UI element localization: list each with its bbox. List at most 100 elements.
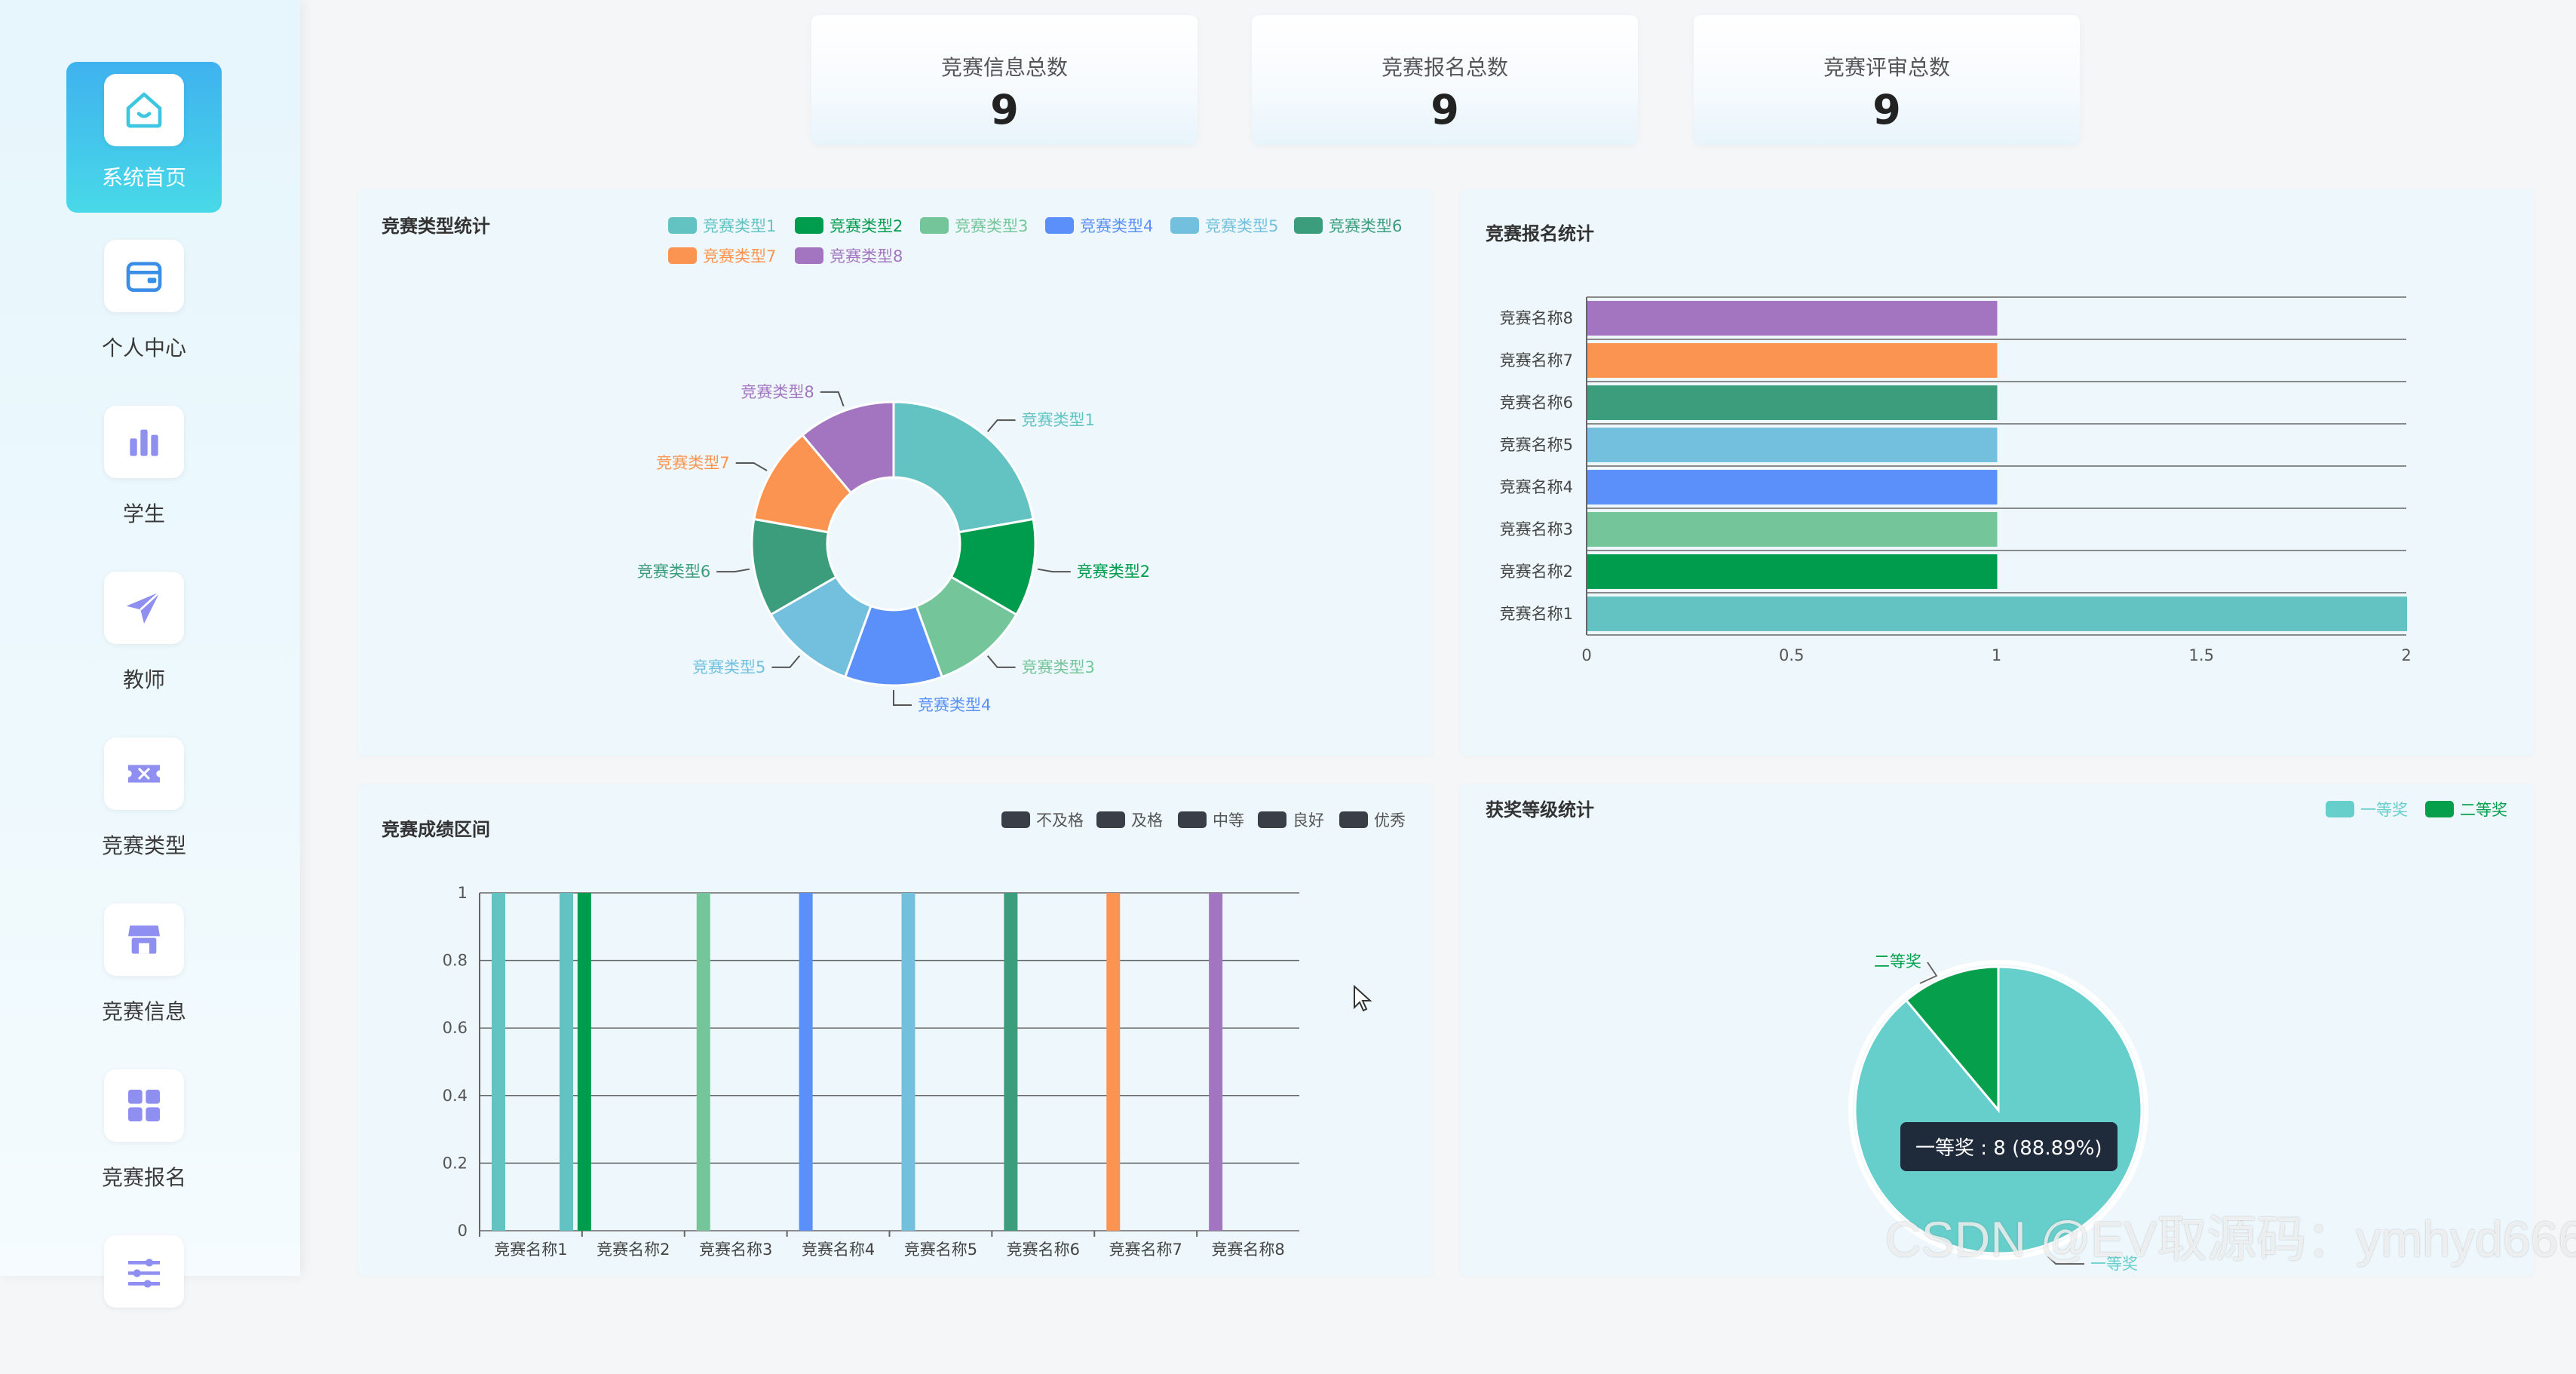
y-tick-label: 1 bbox=[458, 884, 468, 902]
pie-label-line bbox=[735, 462, 768, 471]
legend-item-4[interactable]: 竞赛类型4 bbox=[1045, 214, 1153, 237]
pie-slice-label: 竞赛类型5 bbox=[692, 658, 765, 676]
y-tick-label: 0.8 bbox=[443, 952, 468, 970]
stat-card-contest-signup-total: 竞赛报名总数 9 bbox=[1252, 15, 1638, 145]
bar-1-1[interactable] bbox=[492, 893, 505, 1231]
legend-swatch bbox=[795, 247, 823, 264]
pie-slice-label: 竞赛类型6 bbox=[637, 563, 710, 581]
nav-label-home: 系统首页 bbox=[101, 165, 186, 190]
panel-contest-signup-stats: 竞赛报名统计 0 0.5 1 1.5 2 竞赛名称1 竞赛名称2 竞赛名称3 竞赛名称4 竞赛名称… bbox=[1460, 189, 2534, 756]
bar-8-1[interactable] bbox=[1209, 893, 1223, 1231]
bar-4-1[interactable] bbox=[799, 893, 813, 1231]
nav-label-student: 学生 bbox=[122, 501, 165, 526]
x-tick-label: 竞赛名称3 bbox=[699, 1241, 772, 1259]
nav-item-personal-center[interactable]: 个人中心 bbox=[66, 228, 222, 379]
legend-item-2[interactable]: 竞赛类型2 bbox=[795, 214, 903, 237]
pie-label-line bbox=[771, 655, 801, 668]
bar-7-1[interactable] bbox=[1106, 893, 1121, 1231]
stat-title: 竞赛报名总数 bbox=[1381, 55, 1508, 80]
legend-item-second-prize[interactable]: 二等奖 bbox=[2425, 798, 2507, 820]
bar-3-1[interactable] bbox=[696, 893, 710, 1231]
pie-slice-label: 竞赛类型7 bbox=[656, 454, 729, 472]
x-tick-label: 0.5 bbox=[1779, 646, 1804, 664]
nav-label-contest-type: 竞赛类型 bbox=[101, 833, 186, 858]
legend-swatch bbox=[1170, 217, 1199, 234]
nav-item-more[interactable] bbox=[66, 1223, 222, 1374]
legend-label: 良好 bbox=[1293, 811, 1324, 830]
legend-label: 竞赛类型3 bbox=[955, 217, 1029, 235]
legend-item-5[interactable]: 竞赛类型5 bbox=[1170, 214, 1278, 237]
legend-label: 竞赛类型1 bbox=[703, 217, 777, 235]
watermark: CSDN @EV取源码：ymhyd666 bbox=[1885, 1211, 2576, 1267]
pie-slice-label: 竞赛类型3 bbox=[1022, 658, 1095, 676]
y-tick-label: 0.4 bbox=[443, 1087, 468, 1105]
pie-label-line bbox=[1037, 568, 1071, 573]
x-tick-label: 1.5 bbox=[2189, 646, 2214, 664]
sidebar: 系统首页 个人中心 学生 教师 竞赛类型 竞赛信息 竞赛报名 bbox=[0, 0, 300, 1308]
y-tick-label: 竞赛名称2 bbox=[1500, 563, 1573, 581]
stat-value: 9 bbox=[1872, 86, 1901, 133]
legend-swatch bbox=[1096, 811, 1125, 828]
bar-2[interactable] bbox=[1587, 554, 1998, 589]
x-tick-label: 竞赛名称4 bbox=[802, 1241, 875, 1259]
sliders-icon bbox=[104, 1235, 184, 1308]
x-tick-label: 竞赛名称6 bbox=[1007, 1241, 1080, 1259]
legend-item-first-prize[interactable]: 一等奖 bbox=[2326, 798, 2408, 820]
panel-contest-type-stats: 竞赛类型统计 竞赛类型1 竞赛类型2 竞赛类型3 竞赛类型4 竞赛类型5 竞赛类型6 竞赛类… bbox=[357, 189, 1433, 756]
stat-value: 9 bbox=[990, 86, 1019, 133]
legend-item-7[interactable]: 竞赛类型7 bbox=[668, 244, 776, 267]
pie-label-line bbox=[986, 419, 1016, 433]
bar-3[interactable] bbox=[1587, 512, 1998, 547]
bar-8[interactable] bbox=[1587, 301, 1998, 336]
x-tick-label: 竞赛名称1 bbox=[494, 1241, 567, 1259]
bar-5-1[interactable] bbox=[901, 893, 915, 1231]
bar-2-1[interactable] bbox=[577, 893, 591, 1231]
legend-item-8[interactable]: 竞赛类型8 bbox=[795, 244, 903, 267]
nav-item-home[interactable]: 系统首页 bbox=[66, 62, 222, 213]
legend-label: 不及格 bbox=[1036, 811, 1084, 830]
nav-item-teacher[interactable]: 教师 bbox=[66, 560, 222, 710]
x-tick-label: 竞赛名称7 bbox=[1109, 1241, 1182, 1259]
bar-4[interactable] bbox=[1587, 470, 1998, 505]
nav-item-contest-signup[interactable]: 竞赛报名 bbox=[66, 1057, 222, 1208]
panel-contest-score-range: 竞赛成绩区间 不及格 及格 中等 良好 优秀 0 0.2 0.4 0.6 0.8 1 竞赛名称1 竞赛… bbox=[357, 784, 1433, 1276]
legend-swatch bbox=[1339, 811, 1368, 828]
legend-item-3[interactable]: 中等 bbox=[1178, 808, 1244, 831]
pie-slice-label: 一等奖 bbox=[2090, 1255, 2138, 1273]
store-icon bbox=[104, 903, 184, 976]
pie-label-line bbox=[2047, 1256, 2084, 1265]
legend-item-6[interactable]: 竞赛类型6 bbox=[1294, 214, 1402, 237]
legend-item-5[interactable]: 优秀 bbox=[1339, 808, 1406, 831]
donut-chart: 竞赛类型1 竞赛类型2 竞赛类型3 竞赛类型4 竞赛类型5 竞赛类型6 竞赛类型7 竞赛类型8 bbox=[637, 383, 1150, 714]
nav-item-contest-type[interactable]: 竞赛类型 bbox=[66, 725, 222, 876]
nav-label-contest-signup: 竞赛报名 bbox=[101, 1165, 186, 1190]
legend-item-3[interactable]: 竞赛类型3 bbox=[920, 214, 1028, 237]
pie-slice-8[interactable] bbox=[801, 400, 895, 495]
pie-slice-1[interactable] bbox=[892, 400, 1035, 534]
panel-title: 竞赛报名统计 bbox=[1486, 223, 1594, 244]
bar-1[interactable] bbox=[1587, 597, 2407, 631]
pie-slice-2[interactable] bbox=[1904, 965, 2000, 1114]
nav-item-contest-info[interactable]: 竞赛信息 bbox=[66, 891, 222, 1042]
x-tick-label: 竞赛名称2 bbox=[596, 1241, 670, 1259]
legend-label: 优秀 bbox=[1374, 811, 1406, 830]
legend-label: 中等 bbox=[1213, 811, 1244, 830]
stat-value: 9 bbox=[1431, 86, 1459, 133]
panel-title: 竞赛类型统计 bbox=[382, 216, 490, 237]
pie-slice-label: 竞赛类型8 bbox=[741, 383, 814, 401]
legend-item-1[interactable]: 竞赛类型1 bbox=[668, 214, 776, 237]
bar-5[interactable] bbox=[1587, 428, 1998, 462]
bar-1-2[interactable] bbox=[560, 893, 573, 1231]
nav-label-teacher: 教师 bbox=[122, 667, 165, 692]
nav-label-contest-info: 竞赛信息 bbox=[101, 999, 186, 1024]
bar-6[interactable] bbox=[1587, 385, 1998, 420]
horizontal-bar-chart: 0 0.5 1 1.5 2 竞赛名称1 竞赛名称2 竞赛名称3 竞赛名称4 竞赛名称5 竞赛名称6 竞… bbox=[1500, 296, 2412, 664]
legend-label: 竞赛类型2 bbox=[830, 217, 903, 235]
legend-item-2[interactable]: 及格 bbox=[1096, 808, 1163, 831]
legend-item-1[interactable]: 不及格 bbox=[1001, 808, 1084, 831]
bar-6-1[interactable] bbox=[1004, 893, 1018, 1231]
nav-item-student[interactable]: 学生 bbox=[66, 394, 222, 544]
stat-title: 竞赛评审总数 bbox=[1823, 55, 1950, 80]
legend-item-4[interactable]: 良好 bbox=[1258, 808, 1324, 831]
bar-7[interactable] bbox=[1587, 343, 1998, 378]
